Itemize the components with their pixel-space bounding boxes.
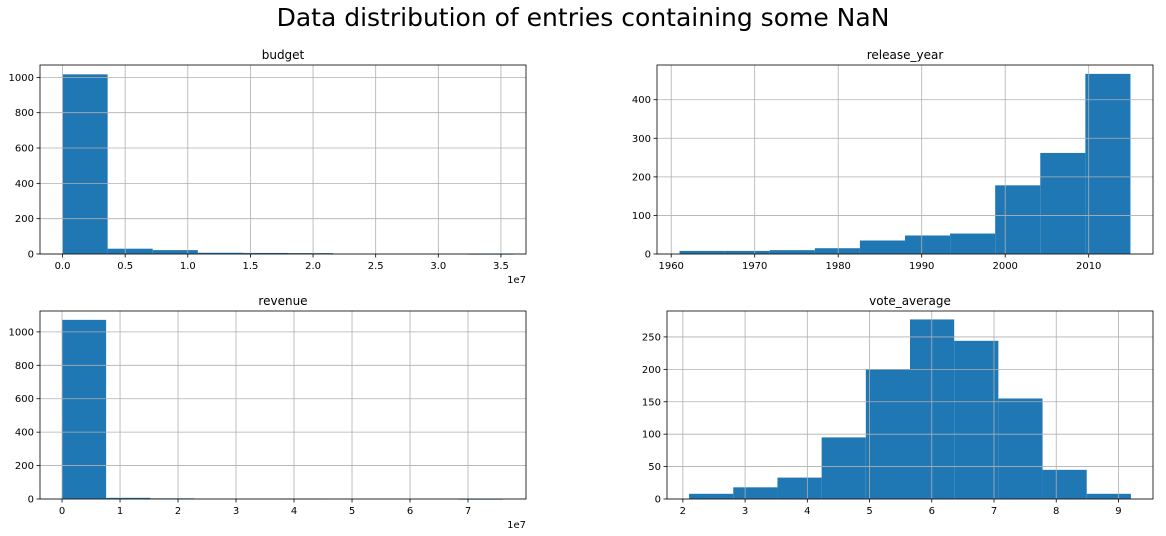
y-tick-label: 400 bbox=[15, 428, 34, 439]
histogram-bar bbox=[107, 248, 153, 254]
histogram-bar bbox=[679, 250, 725, 254]
subplot-title: vote_average bbox=[869, 294, 951, 308]
y-tick-label: 0 bbox=[28, 250, 34, 261]
x-tick-label: 2.0 bbox=[305, 261, 321, 272]
histogram-bar bbox=[995, 185, 1041, 254]
y-tick-label: 100 bbox=[642, 430, 661, 441]
x-tick-label: 0.5 bbox=[117, 261, 133, 272]
x-tick-label: 1.5 bbox=[242, 261, 258, 272]
histogram-bar bbox=[733, 487, 778, 499]
subplot-title: budget bbox=[262, 48, 305, 62]
histogram-bar bbox=[152, 250, 198, 254]
histogram-bar bbox=[950, 233, 996, 254]
y-tick-label: 600 bbox=[15, 394, 34, 405]
y-tick-label: 1000 bbox=[9, 73, 34, 84]
x-tick-label: 3.5 bbox=[493, 261, 509, 272]
x-tick-label: 5 bbox=[866, 506, 872, 517]
histogram-bar bbox=[777, 477, 822, 499]
histogram-bar bbox=[905, 235, 951, 254]
histogram-bar bbox=[859, 240, 905, 254]
histogram-bar bbox=[814, 248, 860, 254]
y-tick-label: 1000 bbox=[9, 327, 34, 338]
y-tick-label: 800 bbox=[15, 361, 34, 372]
x-tick-label: 1990 bbox=[909, 261, 934, 272]
y-tick-label: 200 bbox=[15, 461, 34, 472]
x-tick-label: 4 bbox=[291, 506, 297, 517]
histogram-bar bbox=[1040, 152, 1086, 254]
x-tick-label: 1 bbox=[117, 506, 123, 517]
subplot-revenue: 0 1 2 3 4 5 6 7 0 200 400 600 800 1000 revenue 1e7 bbox=[9, 294, 527, 531]
histogram-bar bbox=[1086, 493, 1131, 499]
x-tick-label: 8 bbox=[1053, 506, 1059, 517]
histogram-bar bbox=[821, 437, 866, 499]
y-tick-label: 600 bbox=[15, 144, 34, 155]
y-tick-label: 0 bbox=[655, 495, 661, 506]
histogram-bar bbox=[62, 319, 107, 499]
axes-frame bbox=[666, 310, 1154, 500]
x-tick-label: 2.5 bbox=[368, 261, 384, 272]
x-tick-label: 0.0 bbox=[55, 261, 71, 272]
x-offset-label: 1e7 bbox=[507, 520, 526, 531]
histogram-bar bbox=[1085, 73, 1131, 255]
histogram-bar bbox=[106, 497, 151, 499]
x-tick-label: 9 bbox=[1115, 506, 1121, 517]
x-tick-label: 3 bbox=[742, 506, 748, 517]
x-tick-label: 2000 bbox=[992, 261, 1017, 272]
x-tick-label: 2 bbox=[175, 506, 181, 517]
histogram-bar bbox=[242, 252, 289, 254]
x-tick-label: 1.0 bbox=[180, 261, 196, 272]
y-tick-label: 200 bbox=[632, 172, 651, 183]
y-tick-label: 200 bbox=[15, 214, 34, 225]
histogram-bar bbox=[197, 252, 243, 254]
y-tick-label: 200 bbox=[642, 365, 661, 376]
x-tick-label: 7 bbox=[991, 506, 997, 517]
x-tick-label: 7 bbox=[465, 506, 471, 517]
histogram-bar bbox=[724, 250, 770, 254]
x-tick-label: 4 bbox=[804, 506, 810, 517]
histogram-bar bbox=[689, 493, 734, 499]
x-tick-label: 3 bbox=[233, 506, 239, 517]
y-tick-label: 800 bbox=[15, 108, 34, 119]
histogram-bar bbox=[1042, 469, 1087, 499]
y-tick-label: 0 bbox=[28, 495, 34, 506]
x-tick-label: 1980 bbox=[825, 261, 850, 272]
y-tick-label: 400 bbox=[632, 95, 651, 106]
y-tick-label: 0 bbox=[645, 250, 651, 261]
x-tick-label: 6 bbox=[407, 506, 413, 517]
subplot-budget: 0.0 0.5 1.0 1.5 2.0 2.5 3.0 3.5 0 200 400 600 800 100… bbox=[9, 48, 527, 286]
x-tick-label: 2 bbox=[680, 506, 686, 517]
x-tick-label: 5 bbox=[349, 506, 355, 517]
figure-title: Data distribution of entries containing … bbox=[277, 3, 890, 32]
subplot-vote-average: 2 3 4 5 6 7 8 9 0 50 100 150 200 250 vote_average bbox=[642, 294, 1154, 517]
y-tick-label: 50 bbox=[648, 462, 661, 473]
subplot-title: revenue bbox=[258, 294, 307, 308]
axes-frame bbox=[39, 64, 527, 255]
x-tick-label: 0 bbox=[59, 506, 65, 517]
y-tick-label: 150 bbox=[642, 397, 661, 408]
y-tick-label: 300 bbox=[632, 134, 651, 145]
y-tick-label: 400 bbox=[15, 179, 34, 190]
x-tick-label: 2010 bbox=[1076, 261, 1101, 272]
histogram-bar bbox=[62, 74, 108, 254]
y-tick-label: 250 bbox=[642, 332, 661, 343]
x-tick-label: 3.0 bbox=[430, 261, 446, 272]
histogram-bar bbox=[288, 253, 334, 254]
x-tick-label: 6 bbox=[929, 506, 935, 517]
histogram-bar bbox=[954, 340, 999, 499]
x-tick-label: 1960 bbox=[658, 261, 683, 272]
x-offset-label: 1e7 bbox=[507, 275, 526, 286]
subplot-release-year: 1960 1970 1980 1990 2000 2010 0 100 200 300 400 rel… bbox=[632, 48, 1154, 272]
y-tick-label: 100 bbox=[632, 211, 651, 222]
axes-frame bbox=[39, 310, 527, 500]
histogram-bar bbox=[769, 250, 815, 254]
subplot-title: release_year bbox=[867, 48, 944, 62]
axes-frame bbox=[656, 64, 1154, 255]
histogram-bar bbox=[998, 398, 1043, 499]
x-tick-label: 1970 bbox=[742, 261, 767, 272]
